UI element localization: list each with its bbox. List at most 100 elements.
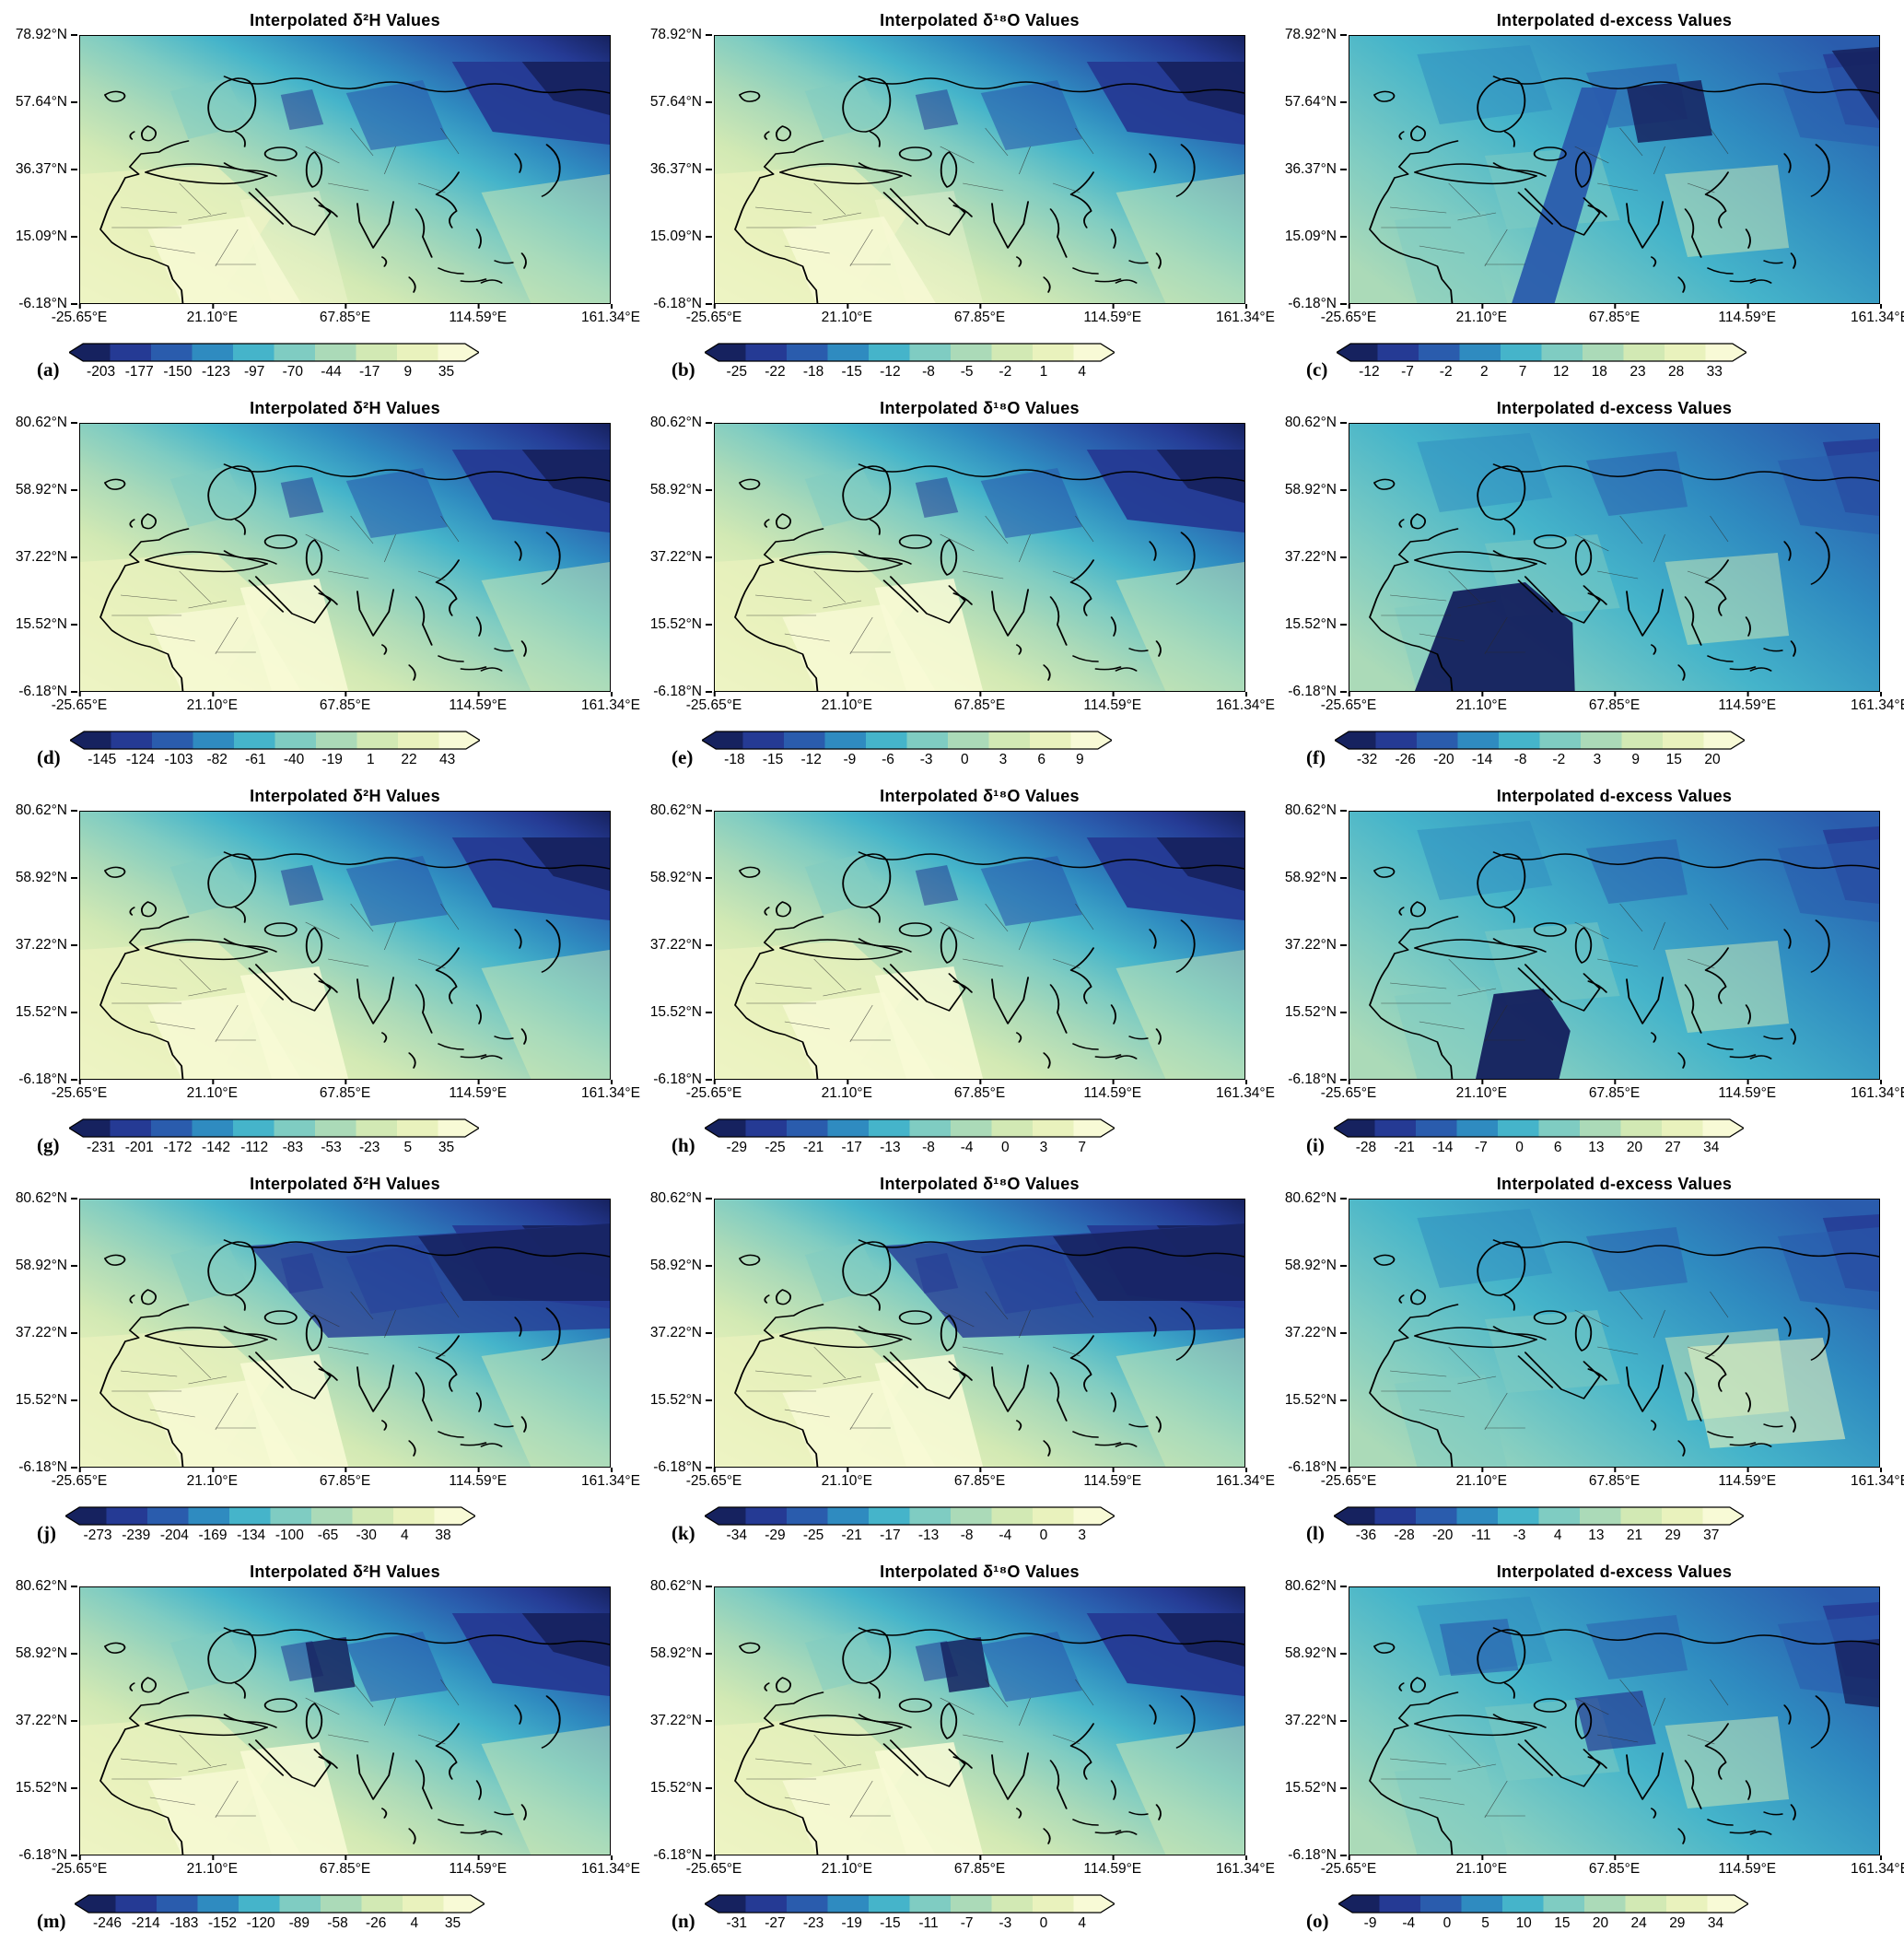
longitude-tick-label: 161.34°E [1851,1855,1904,1878]
longitude-tick-label: 161.34°E [1216,1468,1275,1489]
longitude-tick-label: 114.59°E [1718,304,1777,325]
colorbar-tick-value: -82 [206,752,228,767]
latitude-tick-label: 15.09°N [650,228,712,245]
longitude-tick-label: 114.59°E [449,304,508,325]
colorbar-tick-value: 35 [438,1140,455,1155]
map-row: 80.62°N 58.92°N 37.22°N 15.52°N -6.18°N [638,802,1245,1087]
longitude-tick-label: 21.10°E [821,1468,872,1489]
longitude-tick-label: 67.85°E [319,1080,371,1101]
latitude-tick-label: 37.22°N [16,549,77,566]
longitude-tick-label: 114.59°E [1718,1468,1777,1489]
longitude-tick-label: -25.65°E [685,1855,742,1877]
panel-letter: (d) [37,746,61,768]
latitude-tick-label: 15.52°N [1285,616,1347,633]
latitude-tick-label: 15.52°N [1285,1780,1347,1797]
colorbar-gradient [704,1118,1115,1138]
colorbar-tick-value: -142 [202,1140,231,1155]
colorbar-gradient [1334,731,1745,750]
longitude-tick-label: 114.59°E [1718,1855,1777,1877]
map-canvas [1349,812,1879,1079]
panel-letter: (c) [1306,358,1328,380]
colorbar: -28 -21 -14 -7 0 6 13 20 27 34 [1333,1118,1744,1156]
colorbar-tick-value: 20 [1704,752,1721,767]
map-area [1349,1199,1880,1468]
colorbar-tick-value: -3 [999,1915,1012,1931]
colorbar-tick-value: -25 [726,364,747,380]
colorbar: -12 -7 -2 2 7 12 18 23 28 33 [1337,343,1747,380]
colorbar-tick-value: 27 [1665,1140,1681,1155]
map-canvas [1349,36,1879,303]
latitude-tick-label: 80.62°N [16,1578,77,1595]
colorbar-tick-value: -124 [125,752,155,767]
map-row: 78.92°N 57.64°N 36.37°N 15.09°N -6.18°N [638,27,1245,311]
latitude-tick-label: 58.92°N [16,1258,77,1274]
longitude-tick-label: 67.85°E [1588,692,1641,713]
colorbar-gradient [69,731,480,750]
colorbar: -34 -29 -25 -21 -17 -13 -8 -4 0 3 [704,1506,1115,1544]
latitude-axis: 80.62°N 58.92°N 37.22°N 15.52°N -6.18°N [4,1578,79,1863]
colorbar-tick-value: 12 [1553,364,1570,380]
latitude-tick-label: 58.92°N [650,1645,712,1662]
longitude-tick-label: -25.65°E [51,304,108,325]
panel-title: Interpolated d-excess Values [1496,787,1733,805]
panel-letter: (b) [672,358,695,380]
latitude-tick-label: 37.22°N [650,1713,712,1729]
latitude-tick-label: 15.52°N [16,616,77,633]
colorbar-tick-value: -2 [999,364,1012,380]
colorbar-tick-value: -134 [237,1527,266,1543]
panel-letter: (o) [1306,1910,1329,1932]
colorbar-tick-value: 35 [444,1915,461,1931]
latitude-tick-label: 58.92°N [16,870,77,886]
map-panel: Interpolated δ¹⁸O Values 80.62°N 58.92°N 3… [635,783,1275,1165]
colorbar-gradient [64,1506,475,1526]
map-canvas [80,1587,610,1855]
longitude-tick-label: -25.65°E [51,1080,108,1101]
colorbar-tick-value: 7 [1078,1140,1086,1155]
map-panel: Interpolated δ²H Values 78.92°N 57.64°N 36… [0,7,640,390]
latitude-tick-label: 78.92°N [16,27,77,43]
colorbar-tick-value: -25 [765,1140,786,1155]
colorbar: -18 -15 -12 -9 -6 -3 0 3 6 9 [702,731,1113,768]
colorbar-tick-value: -246 [93,1915,123,1931]
map-area [79,423,611,692]
map-panel: Interpolated δ²H Values 80.62°N 58.92°N 37… [0,1171,640,1553]
colorbar-tick-value: -11 [1471,1527,1491,1543]
colorbar-tick-value: -12 [1359,364,1380,380]
longitude-tick-label: 21.10°E [821,1855,872,1877]
colorbar-tick-value: -9 [1363,1915,1377,1931]
colorbar-tick-value: 34 [1703,1140,1720,1155]
panel-title: Interpolated δ¹⁸O Values [880,1563,1080,1581]
map-canvas [715,812,1244,1079]
map-row: 80.62°N 58.92°N 37.22°N 15.52°N -6.18°N [4,1578,611,1863]
colorbar-tick-value: -83 [282,1140,304,1155]
map-row: 80.62°N 58.92°N 37.22°N 15.52°N -6.18°N [1273,802,1880,1087]
longitude-axis: -25.65°E 21.10°E 67.85°E 114.59°E 161.34°E [52,1468,640,1492]
map-row: 80.62°N 58.92°N 37.22°N 15.52°N -6.18°N [638,415,1245,699]
latitude-tick-label: 36.37°N [1285,161,1347,178]
colorbar-tick-value: 9 [1075,752,1084,767]
longitude-axis: -25.65°E 21.10°E 67.85°E 114.59°E 161.34°E [1321,304,1904,328]
latitude-axis: 80.62°N 58.92°N 37.22°N 15.52°N -6.18°N [638,1578,714,1863]
longitude-tick-label: 21.10°E [1455,304,1507,325]
map-canvas [715,1200,1244,1467]
map-area [1349,35,1880,304]
longitude-tick-label: 67.85°E [953,304,1006,325]
latitude-tick-label: 58.92°N [650,870,712,886]
colorbar-tick-value: -36 [1355,1527,1377,1543]
colorbar-tick-value: -8 [1513,752,1527,767]
latitude-axis: 80.62°N 58.92°N 37.22°N 15.52°N -6.18°N [4,415,79,699]
colorbar-tick-value: -12 [800,752,822,767]
longitude-tick-label: -25.65°E [1320,1468,1377,1489]
colorbar-tick-value: -89 [288,1915,310,1931]
colorbar-tick-value: -40 [283,752,305,767]
colorbar: -25 -22 -18 -15 -12 -8 -5 -2 1 4 [704,343,1115,380]
colorbar-tick-labels: -36 -28 -20 -11 -3 4 13 21 29 37 [1334,1526,1744,1544]
latitude-tick-label: -6.18°N [1288,296,1347,312]
panel-letter: (n) [672,1910,695,1932]
colorbar-tick-value: -61 [245,752,266,767]
colorbar-row: (f) -32 -26 -20 -14 -8 -2 3 9 15 20 [1306,731,1876,768]
latitude-tick-label: 80.62°N [1285,415,1347,431]
longitude-tick-label: 21.10°E [821,304,872,325]
longitude-tick-label: 67.85°E [953,1080,1006,1101]
colorbar-tick-value: -15 [762,752,784,767]
